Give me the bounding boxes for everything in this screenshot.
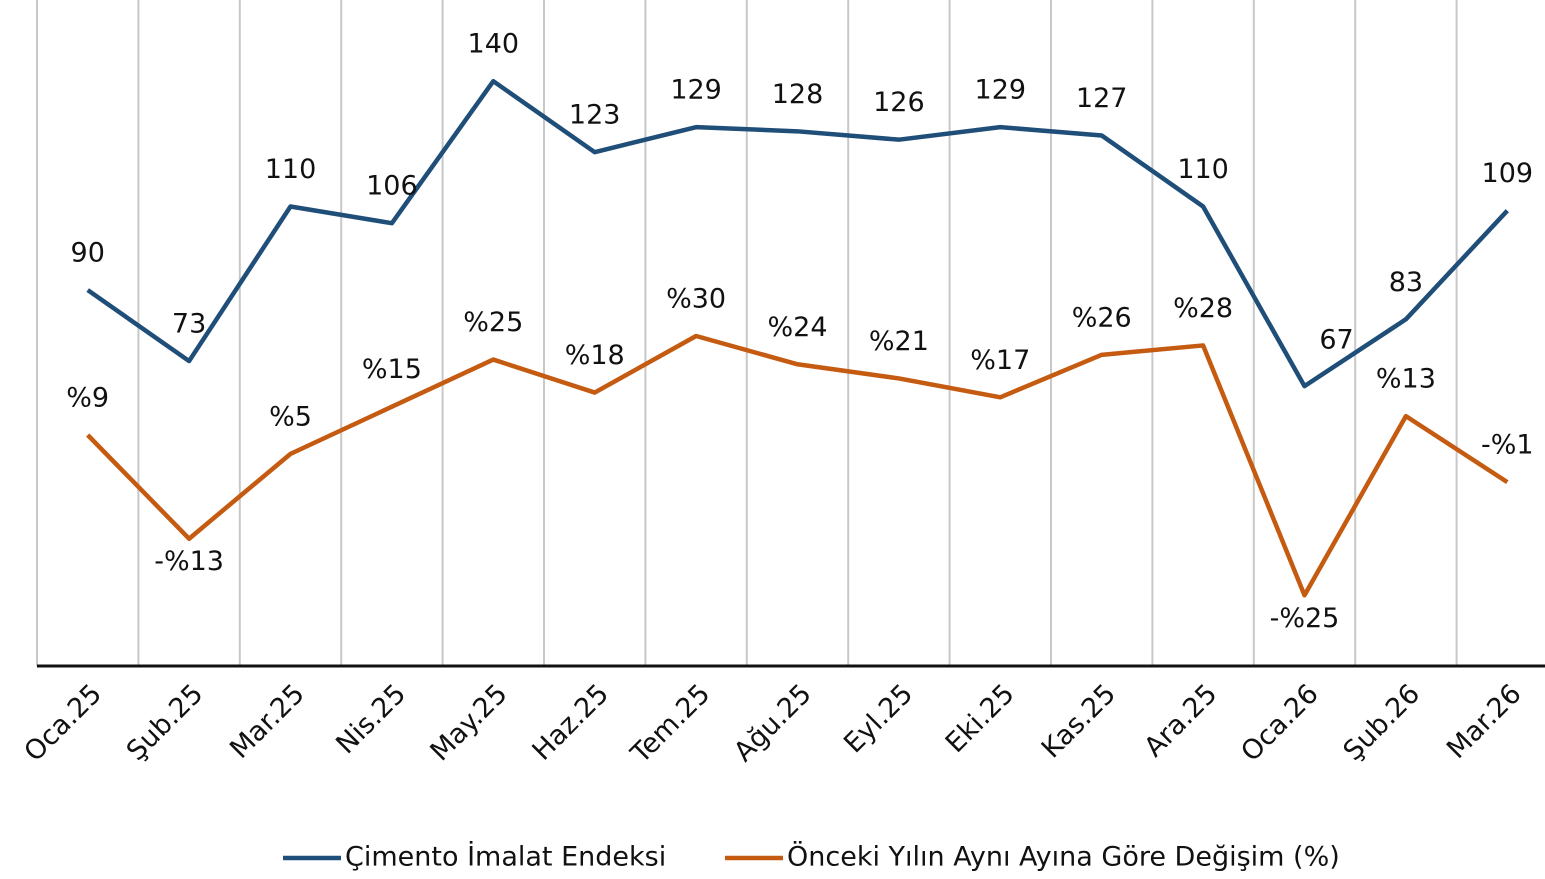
- data-label: -%25: [1270, 603, 1340, 634]
- data-label: 129: [670, 75, 722, 106]
- data-label: 83: [1389, 267, 1423, 298]
- x-tick-label: Oca.25: [18, 678, 108, 768]
- legend-label: Önceki Yılın Aynı Ayına Göre Değişim (%): [787, 841, 1340, 873]
- data-label: 129: [975, 75, 1027, 106]
- x-tick-label: Oca.26: [1235, 678, 1325, 768]
- data-label: %13: [1376, 364, 1436, 395]
- data-label: %30: [666, 284, 726, 315]
- x-tick-label: Kas.25: [1036, 678, 1122, 764]
- data-label: %26: [1072, 302, 1132, 333]
- data-label: 140: [468, 29, 520, 60]
- x-tick-label: May.25: [425, 678, 514, 767]
- x-tick-label: Eki.25: [940, 678, 1021, 759]
- x-tick-label: Eyl.25: [838, 678, 919, 759]
- data-label: 106: [366, 171, 418, 202]
- data-label: %9: [66, 383, 109, 414]
- data-label: %5: [269, 401, 312, 432]
- x-tick-label: Mar.25: [224, 678, 311, 765]
- data-label: %15: [362, 354, 422, 385]
- data-label: -%1: [1481, 430, 1534, 461]
- x-tick-label: Haz.25: [527, 678, 615, 766]
- data-label: 110: [265, 154, 317, 185]
- legend-label: Çimento İmalat Endeksi: [345, 841, 666, 873]
- data-label: %21: [869, 326, 929, 357]
- data-label: %24: [767, 312, 827, 343]
- data-label: 109: [1482, 158, 1534, 189]
- series-line: [86, 333, 1509, 598]
- data-label: %18: [565, 340, 625, 371]
- data-label: 90: [71, 238, 105, 269]
- series-line: [86, 78, 1509, 389]
- x-tick-label: Şub.26: [1338, 678, 1427, 767]
- x-tick-label: Şub.25: [121, 678, 210, 767]
- data-label: -%13: [154, 546, 224, 577]
- x-tick-label: Ara.25: [1138, 678, 1223, 763]
- data-label: 128: [772, 79, 824, 110]
- data-label: 110: [1177, 154, 1229, 185]
- data-label: 127: [1076, 83, 1128, 114]
- x-tick-label: Nis.25: [330, 678, 412, 760]
- x-tick-label: Tem.25: [625, 678, 717, 770]
- data-label: 123: [569, 100, 621, 131]
- data-label: 73: [172, 309, 206, 340]
- x-tick-label: Ağu.25: [728, 678, 818, 768]
- data-label: %28: [1173, 293, 1233, 324]
- data-label: 126: [873, 87, 925, 118]
- x-tick-label: Mar.26: [1441, 678, 1528, 765]
- data-label: 67: [1319, 325, 1353, 356]
- data-label: %25: [463, 307, 523, 338]
- data-label: %17: [970, 345, 1030, 376]
